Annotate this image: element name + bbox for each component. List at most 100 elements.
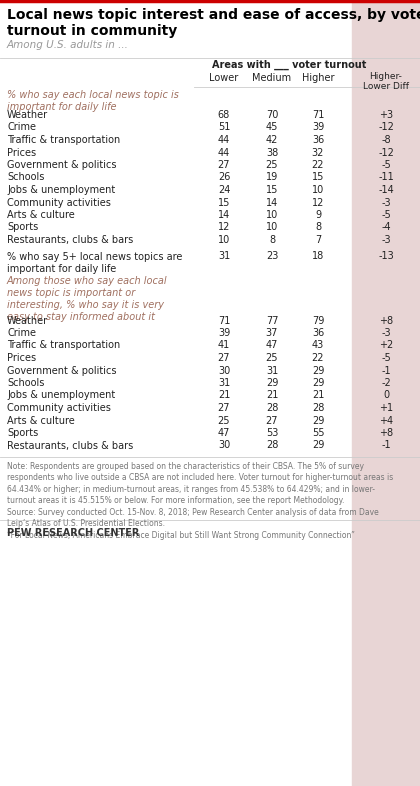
Text: 15: 15	[266, 185, 278, 195]
Text: Government & politics: Government & politics	[7, 160, 116, 170]
Text: +1: +1	[379, 403, 393, 413]
Text: -8: -8	[381, 135, 391, 145]
Text: 18: 18	[312, 252, 324, 261]
Text: Arts & culture: Arts & culture	[7, 210, 75, 220]
Text: 14: 14	[266, 197, 278, 208]
Text: 38: 38	[266, 148, 278, 157]
Text: 29: 29	[312, 378, 324, 388]
Text: 77: 77	[266, 315, 278, 325]
Text: 47: 47	[218, 428, 230, 438]
Text: +8: +8	[379, 315, 393, 325]
Text: 12: 12	[218, 222, 230, 233]
Text: 47: 47	[266, 340, 278, 351]
Text: -5: -5	[381, 160, 391, 170]
Text: Schools: Schools	[7, 172, 45, 182]
Text: +2: +2	[379, 340, 393, 351]
Text: Weather: Weather	[7, 110, 48, 120]
Text: Jobs & unemployment: Jobs & unemployment	[7, 185, 115, 195]
Text: 32: 32	[312, 148, 324, 157]
Text: -12: -12	[378, 148, 394, 157]
Text: 9: 9	[315, 210, 321, 220]
Text: 0: 0	[383, 391, 389, 401]
Text: 10: 10	[266, 222, 278, 233]
Text: 21: 21	[218, 391, 230, 401]
Text: 51: 51	[218, 123, 230, 133]
Text: 29: 29	[266, 378, 278, 388]
Text: 39: 39	[312, 123, 324, 133]
Text: -12: -12	[378, 123, 394, 133]
Text: Jobs & unemployment: Jobs & unemployment	[7, 391, 115, 401]
Text: +8: +8	[379, 428, 393, 438]
Text: 21: 21	[312, 391, 324, 401]
Text: -3: -3	[381, 197, 391, 208]
Text: Community activities: Community activities	[7, 197, 111, 208]
Text: Lower: Lower	[210, 73, 239, 83]
Text: 44: 44	[218, 148, 230, 157]
Text: 68: 68	[218, 110, 230, 120]
Text: 22: 22	[312, 160, 324, 170]
Text: 29: 29	[312, 440, 324, 450]
Text: 37: 37	[266, 328, 278, 338]
Text: 12: 12	[312, 197, 324, 208]
Text: Medium: Medium	[252, 73, 291, 83]
Text: 42: 42	[266, 135, 278, 145]
Text: -3: -3	[381, 328, 391, 338]
Text: 41: 41	[218, 340, 230, 351]
Text: Schools: Schools	[7, 378, 45, 388]
Text: 31: 31	[266, 365, 278, 376]
Text: -11: -11	[378, 172, 394, 182]
Text: Higher: Higher	[302, 73, 334, 83]
Text: Higher-
Lower Diff: Higher- Lower Diff	[363, 72, 409, 91]
Text: 22: 22	[312, 353, 324, 363]
Text: 27: 27	[218, 353, 230, 363]
Text: 25: 25	[266, 160, 278, 170]
Text: 45: 45	[266, 123, 278, 133]
Text: 27: 27	[218, 160, 230, 170]
Text: 25: 25	[266, 353, 278, 363]
Text: 43: 43	[312, 340, 324, 351]
Text: 14: 14	[218, 210, 230, 220]
Text: 39: 39	[218, 328, 230, 338]
Text: 27: 27	[266, 416, 278, 425]
Text: 8: 8	[315, 222, 321, 233]
Text: 24: 24	[218, 185, 230, 195]
Text: -4: -4	[381, 222, 391, 233]
Bar	[352, 0, 420, 786]
Text: -1: -1	[381, 440, 391, 450]
Text: 10: 10	[312, 185, 324, 195]
Text: Restaurants, clubs & bars: Restaurants, clubs & bars	[7, 235, 133, 245]
Text: +3: +3	[379, 110, 393, 120]
Text: 36: 36	[312, 135, 324, 145]
Text: Among those who say each local
news topic is important or
interesting, % who say: Among those who say each local news topi…	[7, 277, 168, 322]
Text: Crime: Crime	[7, 328, 36, 338]
Text: PEW RESEARCH CENTER: PEW RESEARCH CENTER	[7, 528, 139, 538]
Text: 30: 30	[218, 440, 230, 450]
Text: -5: -5	[381, 353, 391, 363]
Text: 21: 21	[266, 391, 278, 401]
Text: Arts & culture: Arts & culture	[7, 416, 75, 425]
Text: +4: +4	[379, 416, 393, 425]
Text: 71: 71	[312, 110, 324, 120]
Text: 36: 36	[312, 328, 324, 338]
Text: 28: 28	[266, 403, 278, 413]
Text: 25: 25	[218, 416, 230, 425]
Text: Sports: Sports	[7, 428, 38, 438]
Text: Government & politics: Government & politics	[7, 365, 116, 376]
Text: 30: 30	[218, 365, 230, 376]
Text: -1: -1	[381, 365, 391, 376]
Text: -2: -2	[381, 378, 391, 388]
Text: 70: 70	[266, 110, 278, 120]
Text: 29: 29	[312, 416, 324, 425]
Text: Traffic & transportation: Traffic & transportation	[7, 340, 120, 351]
Text: 27: 27	[218, 403, 230, 413]
Text: 44: 44	[218, 135, 230, 145]
Text: 28: 28	[266, 440, 278, 450]
Text: 10: 10	[218, 235, 230, 245]
Text: 8: 8	[269, 235, 275, 245]
Text: 79: 79	[312, 315, 324, 325]
Text: Traffic & transportation: Traffic & transportation	[7, 135, 120, 145]
Text: 31: 31	[218, 252, 230, 261]
Text: 26: 26	[218, 172, 230, 182]
Text: % who say 5+ local news topics are
important for daily life: % who say 5+ local news topics are impor…	[7, 252, 182, 274]
Text: 23: 23	[266, 252, 278, 261]
